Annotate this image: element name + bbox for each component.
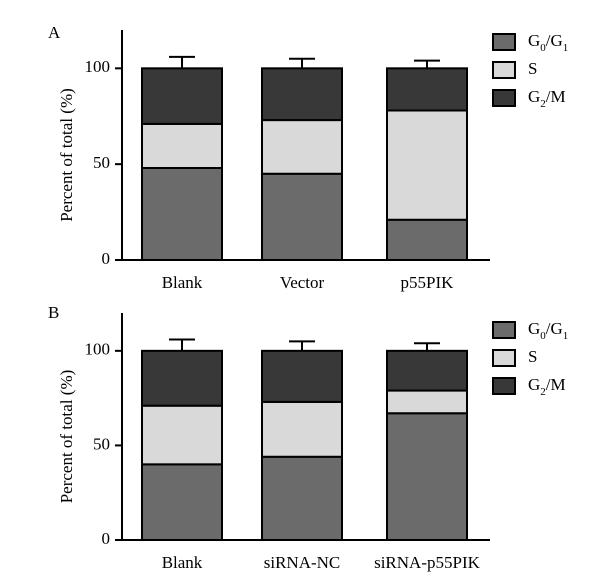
- legend-swatch: [492, 321, 516, 339]
- y-tick-label: 0: [102, 249, 111, 268]
- error-bar: [289, 57, 315, 69]
- x-tick-label: siRNA-NC: [264, 553, 341, 572]
- panel-label: B: [48, 303, 59, 322]
- bar-segment: [141, 349, 223, 407]
- bar-segment: [386, 389, 468, 415]
- legend-swatch: [492, 61, 516, 79]
- legend-swatch: [492, 377, 516, 395]
- bar-segment: [386, 218, 468, 261]
- y-axis-label: Percent of total (%): [57, 88, 76, 222]
- legend-label: G2/M: [528, 375, 566, 398]
- bar-segment: [141, 167, 223, 261]
- x-tick-label: siRNA-p55PIK: [374, 553, 481, 572]
- legend-label: G0/G1: [528, 319, 568, 342]
- legend-label: G0/G1: [528, 31, 568, 54]
- x-tick-label: p55PIK: [401, 273, 455, 292]
- legend-swatch: [492, 89, 516, 107]
- bar-segment: [386, 67, 468, 112]
- bar-segment: [261, 400, 343, 458]
- legend-label: G2/M: [528, 87, 566, 110]
- bar-segment: [141, 122, 223, 169]
- panel-label: A: [48, 23, 61, 42]
- error-bar: [169, 55, 195, 69]
- x-tick-label: Blank: [162, 273, 203, 292]
- y-tick-label: 0: [102, 529, 111, 548]
- x-tick-label: Blank: [162, 553, 203, 572]
- bar-segment: [261, 172, 343, 261]
- bar-segment: [386, 412, 468, 541]
- y-tick-label: 50: [93, 434, 110, 453]
- legend-label: S: [528, 347, 537, 366]
- error-bar: [414, 59, 440, 69]
- y-tick-label: 100: [85, 340, 111, 359]
- bar-segment: [141, 67, 223, 125]
- bar-segment: [386, 349, 468, 392]
- error-bar: [414, 342, 440, 351]
- y-tick-label: 100: [85, 57, 111, 76]
- legend-label: S: [528, 59, 537, 78]
- x-tick-label: Vector: [280, 273, 325, 292]
- legend-swatch: [492, 349, 516, 367]
- bar-segment: [261, 119, 343, 175]
- bar-segment: [261, 67, 343, 122]
- bar-segment: [261, 455, 343, 541]
- error-bar: [289, 340, 315, 351]
- bar-segment: [261, 349, 343, 403]
- error-bar: [169, 338, 195, 351]
- bar-segment: [141, 404, 223, 466]
- bar-segment: [386, 109, 468, 221]
- legend-swatch: [492, 33, 516, 51]
- y-tick-label: 50: [93, 153, 110, 172]
- bar-segment: [141, 463, 223, 542]
- y-axis-label: Percent of total (%): [57, 370, 76, 504]
